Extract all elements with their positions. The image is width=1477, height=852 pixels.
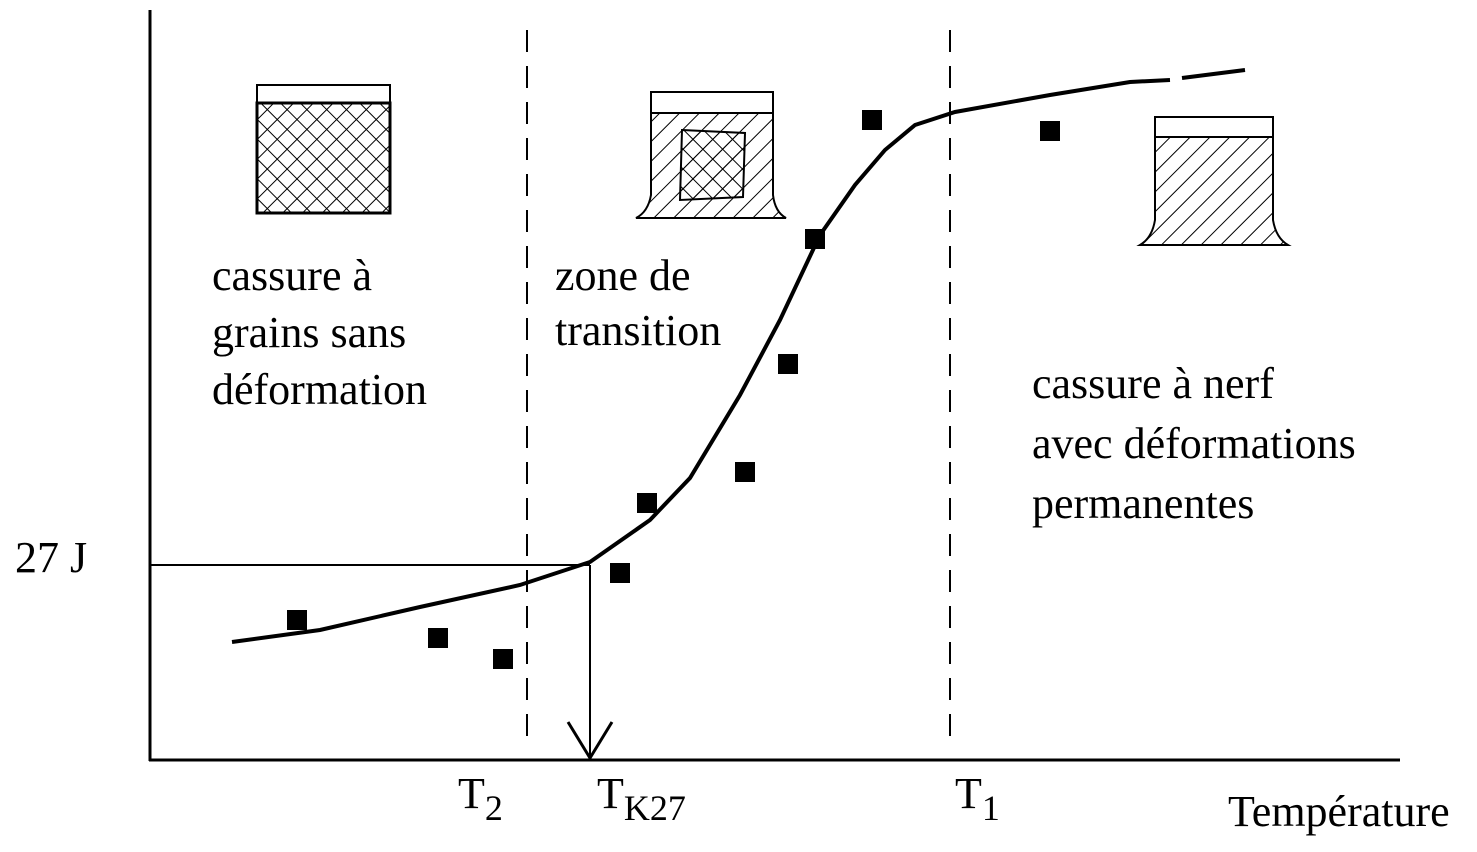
specimen-ductile [1140,137,1288,245]
marker-sub: 2 [485,788,503,828]
specimen-top [1155,117,1273,137]
zone-label: grains sans [212,308,406,357]
specimens [257,85,1288,245]
point [805,229,825,249]
point [862,110,882,130]
zone-labels: cassure à grains sans déformation zone de tr… [212,251,1356,528]
marker-sub: 1 [982,788,1000,828]
marker-main: T [955,769,982,818]
marker-main: T [458,769,485,818]
marker-sub: K27 [624,788,686,828]
point [1040,121,1060,141]
zone-label: déformation [212,365,427,414]
level-label: 27 J [15,533,87,582]
specimen-brittle [257,103,390,213]
diagram: 27 J Température T2 TK27 T1 cassure àgra… [0,0,1477,852]
marker-label: T2 [458,769,503,828]
marker-label: T1 [955,769,1000,828]
marker-label: TK27 [597,769,686,828]
zone-label: transition [555,306,721,355]
zone-label: cassure à [212,251,372,300]
point [493,649,513,669]
zone-label: permanentes [1032,479,1254,528]
brittle-core [680,130,745,200]
point [778,354,798,374]
x-axis-label: Température [1228,787,1450,836]
zone-label: zone de [555,251,691,300]
point [428,628,448,648]
point [637,493,657,513]
point [287,610,307,630]
marker-main: T [597,769,624,818]
specimen-top [257,85,390,103]
point [735,462,755,482]
curve [1182,70,1245,78]
zone-label: cassure à nerf [1032,359,1274,408]
point [610,563,630,583]
specimen-top [651,92,773,113]
zone-label: avec déformations [1032,419,1356,468]
